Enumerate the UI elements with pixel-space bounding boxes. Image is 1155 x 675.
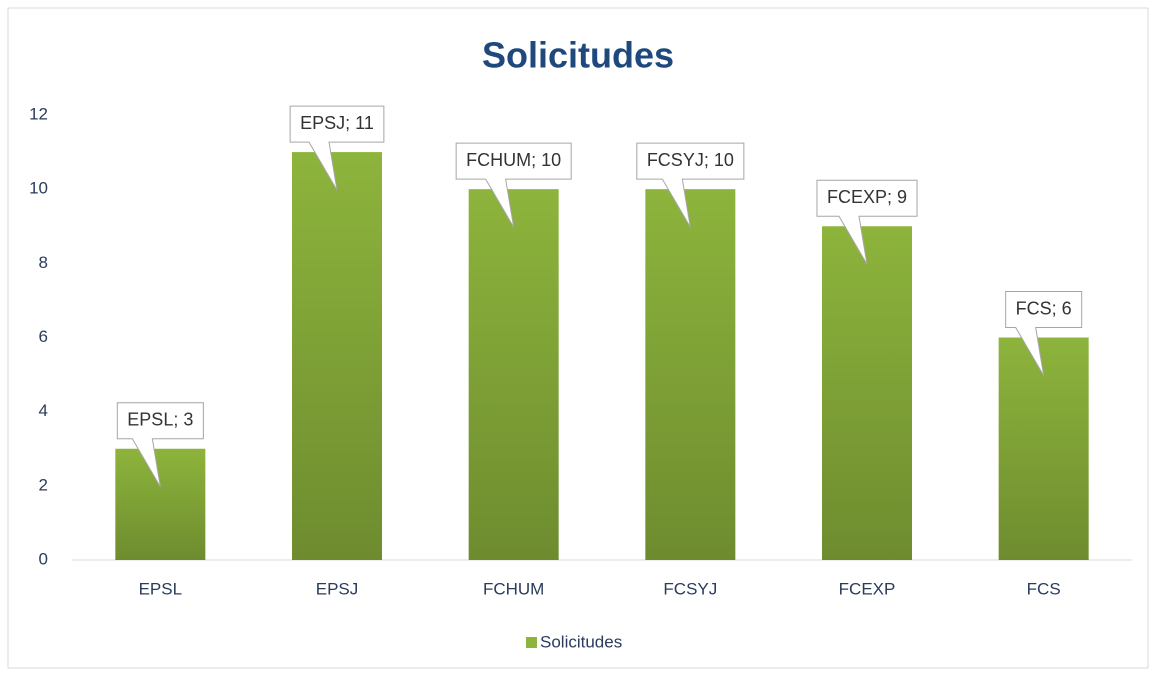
callout <box>455 142 572 228</box>
data-label: EPSL; 3 <box>127 410 193 430</box>
legend-label: Solicitudes <box>540 632 622 651</box>
callout <box>636 142 745 228</box>
data-label: FCEXP; 9 <box>827 187 907 207</box>
bar <box>468 189 559 560</box>
bar <box>115 448 206 560</box>
x-tick-label: EPSJ <box>316 579 359 598</box>
x-tick-label: EPSL <box>139 579 182 598</box>
x-tick-label: FCSYJ <box>663 579 717 598</box>
bar <box>292 152 382 561</box>
data-label: FCSYJ; 10 <box>647 150 734 170</box>
data-label: FCS; 6 <box>1016 298 1072 318</box>
legend-swatch <box>526 637 537 648</box>
y-tick-label: 0 <box>39 549 48 568</box>
callout <box>116 402 204 488</box>
y-tick-label: 2 <box>39 475 48 494</box>
chart-border <box>7 7 1149 669</box>
y-tick-label: 4 <box>39 401 48 420</box>
x-tick-label: FCHUM <box>483 579 544 598</box>
x-tick-label: FCEXP <box>839 579 896 598</box>
y-tick-label: 6 <box>39 327 48 346</box>
data-label: FCHUM; 10 <box>466 150 561 170</box>
callout <box>816 179 918 265</box>
x-tick-label: FCS <box>1027 579 1061 598</box>
chart-title: Solicitudes <box>482 35 674 76</box>
bar <box>645 189 736 560</box>
y-tick-label: 8 <box>39 253 48 272</box>
data-label: EPSJ; 11 <box>300 113 374 133</box>
y-tick-label: 12 <box>29 104 48 123</box>
callout <box>1005 291 1083 376</box>
bar <box>998 337 1089 560</box>
y-tick-label: 10 <box>29 179 48 198</box>
callout <box>289 105 385 191</box>
bar <box>822 226 912 560</box>
